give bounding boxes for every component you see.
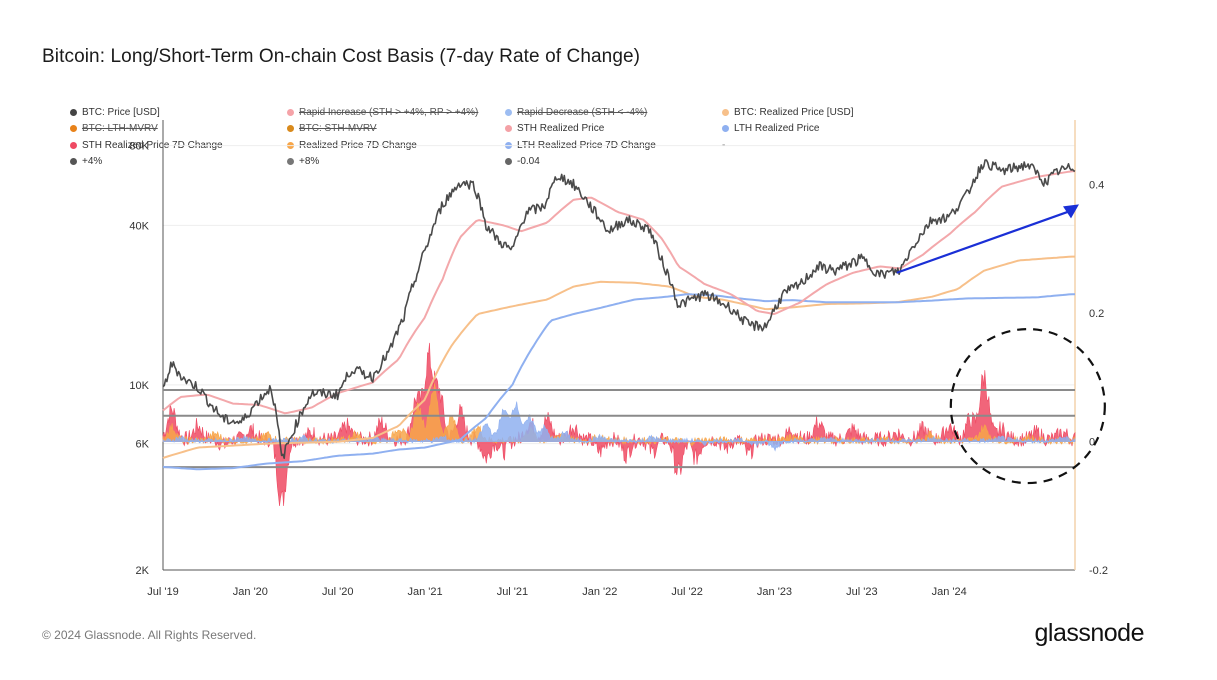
x-axis-tick-label: Jul '20 — [322, 586, 353, 598]
legend-item[interactable]: LTH Realized Price — [722, 123, 819, 134]
legend-item[interactable]: BTC: Price [USD] — [70, 107, 160, 118]
legend-item[interactable]: Rapid Decrease (STH < -4%) — [505, 107, 647, 118]
right-axis-tick-label: -0.2 — [1089, 565, 1108, 577]
legend-swatch — [287, 158, 294, 165]
left-axis-tick-label: 6K — [136, 439, 150, 451]
legend-label: Rapid Decrease (STH < -4%) — [517, 107, 648, 118]
chart-title: Bitcoin: Long/Short-Term On-chain Cost B… — [42, 46, 641, 67]
legend-label: -0.04 — [517, 156, 540, 167]
x-axis-tick-label: Jan '23 — [757, 586, 792, 598]
right-axis-tick-label: 0.4 — [1089, 179, 1104, 191]
x-axis-tick-label: Jan '24 — [932, 586, 967, 598]
x-axis-tick-label: Jul '23 — [846, 586, 877, 598]
x-axis-tick-label: Jul '22 — [671, 586, 702, 598]
left-axis-tick-label: 2K — [136, 565, 150, 577]
legend-item[interactable]: STH Realized Price 7D Change — [70, 140, 223, 151]
legend-label: BTC: STH-MVRV — [299, 123, 377, 134]
legend-item[interactable]: +4% — [70, 156, 102, 167]
legend-swatch — [70, 125, 77, 132]
legend-label: +4% — [82, 156, 103, 167]
legend-swatch — [287, 109, 294, 116]
legend-swatch — [505, 158, 512, 165]
copyright-footer: © 2024 Glassnode. All Rights Reserved. — [42, 628, 257, 642]
legend-label: STH Realized Price — [517, 123, 605, 134]
legend-label: BTC: LTH-MVRV — [82, 123, 158, 134]
x-axis-tick-label: Jul '19 — [147, 586, 178, 598]
x-axis-tick-label: Jan '20 — [233, 586, 268, 598]
realized-price-line — [162, 255, 1075, 459]
legend-label: Rapid Increase (STH > +4%, RP > +4%) — [299, 107, 479, 118]
legend-item[interactable]: -0.04 — [505, 156, 540, 167]
x-axis-tick-label: Jan '21 — [407, 586, 442, 598]
legend-swatch — [505, 125, 512, 132]
legend-swatch — [70, 142, 77, 149]
legend-swatch — [70, 109, 77, 116]
legend-swatch — [70, 158, 77, 165]
legend-swatch — [722, 109, 729, 116]
legend-swatch — [722, 125, 729, 132]
legend-label: BTC: Price [USD] — [82, 107, 160, 118]
legend-swatch — [287, 125, 294, 132]
sth-change-band-positive — [162, 342, 1076, 443]
sth-realized-price-line — [162, 170, 1075, 415]
highlight-circle — [949, 327, 1106, 485]
legend-label: +8% — [299, 156, 320, 167]
lth-realized-price-line — [162, 293, 1075, 471]
legend-item[interactable]: STH Realized Price — [505, 123, 604, 134]
legend-item[interactable]: BTC: Realized Price [USD] — [722, 107, 853, 118]
legend-label: STH Realized Price 7D Change — [82, 140, 223, 151]
trend-arrow-line — [896, 210, 1070, 274]
left-axis-tick-label: 80K — [129, 141, 149, 153]
legend-item[interactable]: BTC: STH-MVRV — [287, 123, 377, 134]
x-axis-tick-label: Jan '22 — [582, 586, 617, 598]
glassnode-logo: glassnode — [1034, 619, 1145, 647]
legend-label: LTH Realized Price — [734, 123, 820, 134]
legend-item[interactable]: BTC: LTH-MVRV — [70, 123, 158, 134]
legend-item[interactable]: Rapid Increase (STH > +4%, RP > +4%) — [287, 107, 478, 118]
legend-label: BTC: Realized Price [USD] — [734, 107, 854, 118]
btc-price-line — [162, 159, 1076, 460]
right-axis-tick-label: 0 — [1089, 436, 1095, 448]
legend-item[interactable]: +8% — [287, 156, 319, 167]
lth-change-band-positive — [162, 401, 1076, 443]
x-axis-tick-label: Jul '21 — [497, 586, 528, 598]
left-axis-tick-label: 10K — [129, 380, 149, 392]
left-axis-tick-label: 40K — [129, 220, 149, 232]
legend-swatch — [505, 109, 512, 116]
right-axis-tick-label: 0.2 — [1089, 308, 1104, 320]
trend-arrow-head — [1063, 204, 1079, 219]
sth-change-band-negative — [163, 440, 1075, 507]
